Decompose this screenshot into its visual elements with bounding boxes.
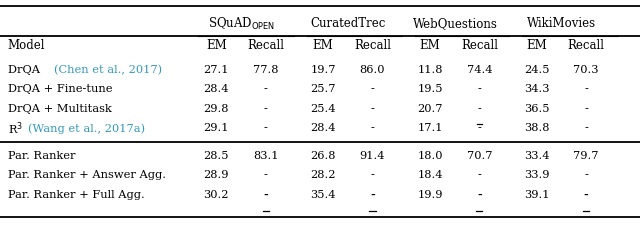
Text: -: - — [263, 190, 268, 200]
Text: 19.5: 19.5 — [417, 84, 443, 94]
Text: Recall: Recall — [354, 39, 391, 52]
Text: -: - — [371, 84, 374, 94]
Text: -: - — [264, 84, 268, 94]
Text: -: - — [264, 170, 268, 180]
Text: -: - — [584, 170, 588, 180]
Text: 70.3: 70.3 — [573, 65, 599, 75]
Text: 29.1: 29.1 — [204, 123, 229, 133]
Text: SQuAD$_{\rm OPEN}$: SQuAD$_{\rm OPEN}$ — [208, 16, 275, 32]
Text: 36.5: 36.5 — [524, 104, 550, 114]
Text: 11.8: 11.8 — [417, 65, 443, 75]
Text: Par. Ranker + Answer Agg.: Par. Ranker + Answer Agg. — [8, 170, 166, 180]
Text: 74.4: 74.4 — [467, 65, 492, 75]
Text: -: - — [264, 104, 268, 114]
Text: Par. Ranker + Full Agg.: Par. Ranker + Full Agg. — [8, 190, 145, 200]
Text: -: - — [477, 170, 481, 180]
Text: DrQA + Fine-tune: DrQA + Fine-tune — [8, 84, 112, 94]
Text: EM: EM — [313, 39, 333, 52]
Text: Recall: Recall — [461, 39, 498, 52]
Text: (Chen et al., 2017): (Chen et al., 2017) — [54, 64, 162, 75]
Text: 28.5: 28.5 — [204, 151, 229, 161]
Text: 38.8: 38.8 — [524, 123, 550, 133]
Text: DrQA + Multitask: DrQA + Multitask — [8, 104, 111, 114]
Text: 79.7: 79.7 — [573, 151, 599, 161]
Text: WikiMovies: WikiMovies — [527, 17, 596, 30]
Text: 20.7: 20.7 — [417, 104, 443, 114]
Text: 28.2: 28.2 — [310, 170, 336, 180]
Text: -: - — [371, 104, 374, 114]
Text: 39.1: 39.1 — [524, 190, 550, 200]
Text: WebQuestions: WebQuestions — [413, 17, 497, 30]
Text: EM: EM — [206, 39, 227, 52]
Text: R$^3$: R$^3$ — [8, 120, 24, 137]
Text: Recall: Recall — [247, 39, 284, 52]
Text: -: - — [584, 123, 588, 133]
Text: 27.1: 27.1 — [204, 65, 229, 75]
Text: Model: Model — [8, 39, 45, 52]
Text: -: - — [584, 84, 588, 94]
Text: 28.9: 28.9 — [204, 170, 229, 180]
Text: 26.8: 26.8 — [310, 151, 336, 161]
Text: 91.4: 91.4 — [360, 151, 385, 161]
Text: 25.4: 25.4 — [310, 104, 336, 114]
Text: EM: EM — [420, 39, 440, 52]
Text: 35.4: 35.4 — [310, 190, 336, 200]
Text: 24.5: 24.5 — [524, 65, 550, 75]
Text: -: - — [584, 190, 589, 200]
Text: EM: EM — [527, 39, 547, 52]
Text: 18.4: 18.4 — [417, 170, 443, 180]
Text: -: - — [264, 123, 268, 133]
Text: -: - — [371, 170, 374, 180]
Text: 86.0: 86.0 — [360, 65, 385, 75]
Text: 33.9: 33.9 — [524, 170, 550, 180]
Text: -: - — [371, 123, 374, 133]
Text: Recall: Recall — [568, 39, 605, 52]
Text: CuratedTrec: CuratedTrec — [310, 17, 386, 30]
Text: 29.8: 29.8 — [204, 104, 229, 114]
Text: 34.3: 34.3 — [524, 84, 550, 94]
Text: 17.1: 17.1 — [417, 123, 443, 133]
Text: 33.4: 33.4 — [524, 151, 550, 161]
Text: 19.9: 19.9 — [417, 190, 443, 200]
Text: -: - — [477, 190, 482, 200]
Text: 25.7: 25.7 — [310, 84, 336, 94]
Text: Par. Ranker: Par. Ranker — [8, 151, 75, 161]
Text: 83.1: 83.1 — [253, 151, 278, 161]
Text: 77.8: 77.8 — [253, 65, 278, 75]
Text: 28.4: 28.4 — [204, 84, 229, 94]
Text: -: - — [477, 84, 481, 94]
Text: -: - — [370, 190, 375, 200]
Text: 30.2: 30.2 — [204, 190, 229, 200]
Text: (Wang et al., 2017a): (Wang et al., 2017a) — [28, 123, 145, 133]
Text: -: - — [477, 104, 481, 114]
Text: -: - — [584, 104, 588, 114]
Text: DrQA: DrQA — [8, 65, 44, 75]
Text: 70.7: 70.7 — [467, 151, 492, 161]
Text: -: - — [477, 123, 481, 133]
Text: 28.4: 28.4 — [310, 123, 336, 133]
Text: 18.0: 18.0 — [417, 151, 443, 161]
Text: 19.7: 19.7 — [310, 65, 336, 75]
